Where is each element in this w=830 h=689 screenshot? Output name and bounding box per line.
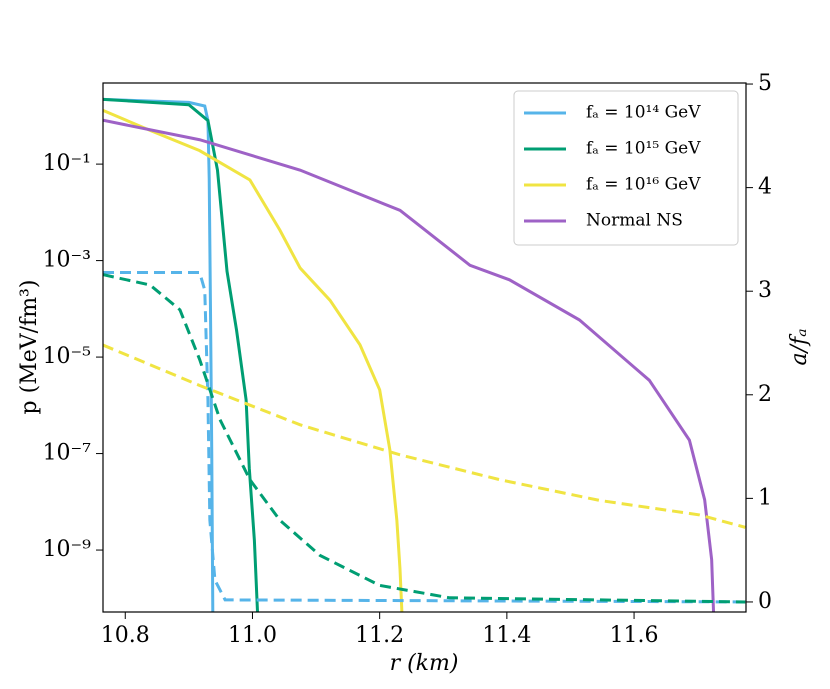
x-tick-label: 11.6 <box>610 623 659 648</box>
line <box>103 118 716 612</box>
dashed-line <box>103 273 746 604</box>
y-tick-label: 10⁻⁵ <box>43 344 91 369</box>
legend-label: fₐ = 10¹⁵ GeV <box>586 139 701 159</box>
dashed-line <box>103 343 746 529</box>
plot-lines <box>103 97 746 612</box>
legend-label: Normal NS <box>586 211 683 231</box>
x-tick-label: 11.4 <box>482 623 531 648</box>
legend: fₐ = 10¹⁴ GeV fₐ = 10¹⁵ GeV fₐ = 10¹⁶ GeV N… <box>513 90 739 246</box>
y-tick-label: 10⁻³ <box>43 248 91 273</box>
x-tick-label: 11.2 <box>355 623 404 648</box>
x-tick-label: 11.0 <box>228 623 277 648</box>
line <box>103 108 404 612</box>
y2-tick-label: 4 <box>758 175 772 200</box>
legend-box <box>513 90 739 246</box>
dashed-line <box>103 271 746 604</box>
y2-axis-label: a/fₐ <box>787 329 812 366</box>
y2-tick-label: 0 <box>758 589 772 614</box>
y2-tick-label: 2 <box>758 382 772 407</box>
plot-frame <box>102 82 747 613</box>
x-axis-label: r (km) <box>390 651 459 676</box>
x-tick-label: 10.8 <box>101 623 150 648</box>
line <box>103 97 215 612</box>
y2-tick-label: 5 <box>758 71 772 96</box>
y-tick-label: 10⁻⁷ <box>43 441 92 466</box>
y2-tick-label: 1 <box>758 485 772 510</box>
line <box>103 97 260 612</box>
legend-label: fₐ = 10¹⁴ GeV <box>586 103 701 123</box>
y2-tick-label: 3 <box>758 278 772 303</box>
y-tick-label: 10⁻¹ <box>43 151 91 176</box>
legend-label: fₐ = 10¹⁶ GeV <box>586 175 701 195</box>
y-tick-label: 10⁻⁹ <box>43 537 92 562</box>
y-axis-label: p (MeV/fm³) <box>17 280 42 415</box>
